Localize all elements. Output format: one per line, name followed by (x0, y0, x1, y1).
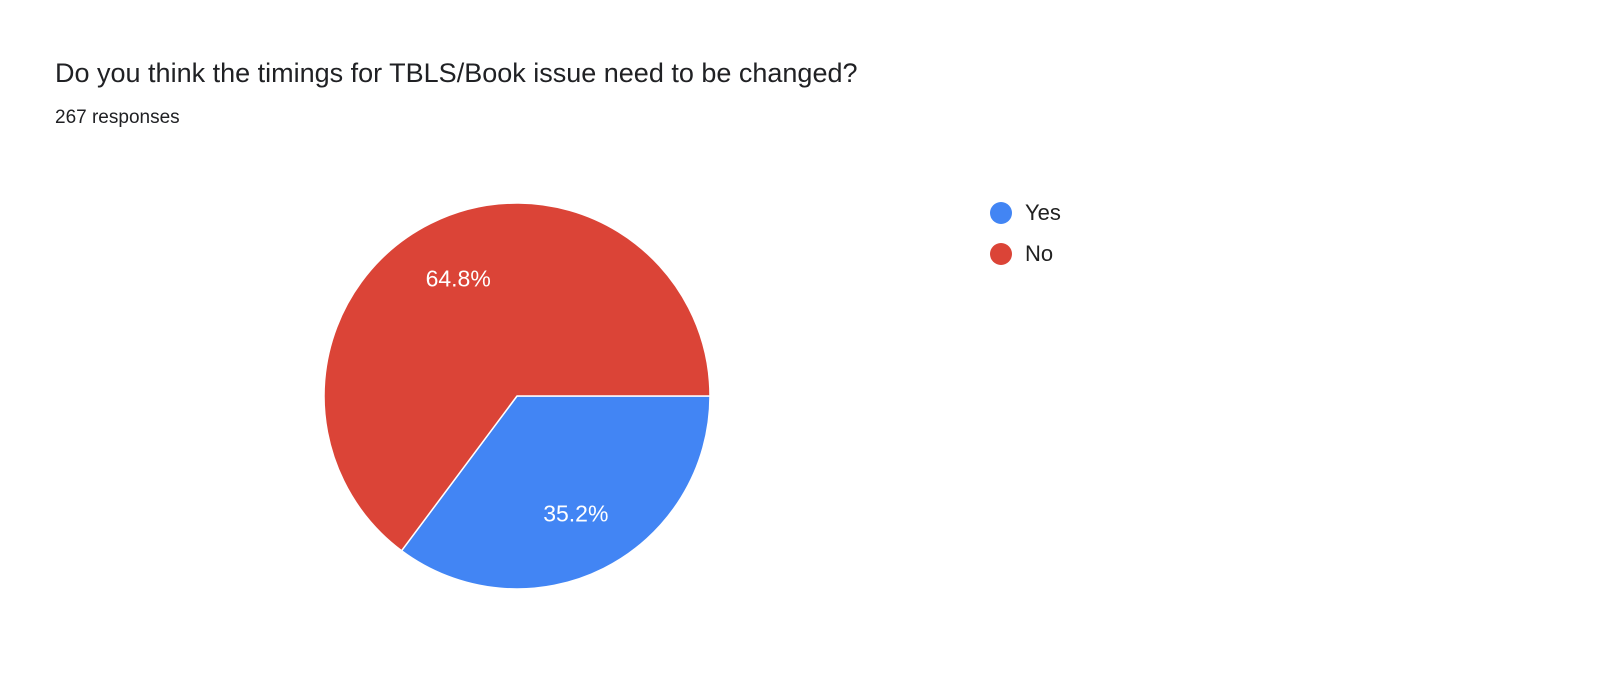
legend-label-yes: Yes (1025, 200, 1061, 225)
pie-chart-svg: 35.2% 64.8% (323, 202, 711, 590)
pie-slice-no (323, 202, 711, 552)
legend-swatch-no (990, 243, 1012, 265)
pie-chart: 35.2% 64.8% (317, 196, 717, 596)
slice-label-yes: 35.2% (543, 500, 608, 526)
legend-swatch-yes (990, 202, 1012, 224)
legend-item-no: No (990, 242, 1061, 266)
response-count: 267 responses (55, 107, 180, 128)
pie-slice-yes (400, 395, 711, 590)
slice-label-no: 64.8% (426, 266, 491, 292)
legend-item-yes: Yes (990, 201, 1061, 225)
question-title: Do you think the timings for TBLS/Book i… (55, 58, 858, 88)
legend-label-no: No (1025, 241, 1054, 266)
chart-legend: Yes No (990, 201, 1061, 266)
